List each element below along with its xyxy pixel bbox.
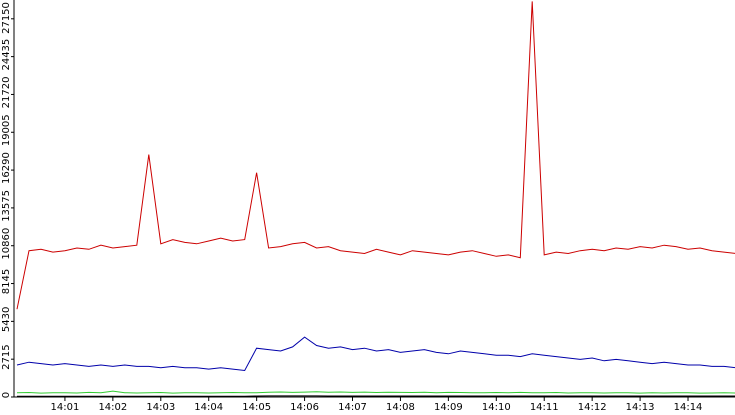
series-line — [16, 336, 735, 372]
x-tick-label: 14:11 — [530, 402, 559, 413]
x-tick-label: 14:08 — [386, 402, 415, 413]
x-tick-label: 14:14 — [674, 402, 703, 413]
y-tick-label: 16290 — [1, 152, 12, 184]
y-tick-label: 27150 — [1, 2, 12, 34]
x-tick-label: 14:03 — [146, 402, 175, 413]
x-tick-label: 14:05 — [242, 402, 271, 413]
x-tick-label: 14:06 — [290, 402, 319, 413]
series-line — [16, 390, 735, 394]
y-tick-label: 8145 — [1, 269, 12, 294]
y-tick-label: 10860 — [1, 228, 12, 260]
x-tick-label: 14:04 — [194, 402, 223, 413]
x-tick-label: 14:07 — [338, 402, 367, 413]
x-tick-label: 14:12 — [578, 402, 607, 413]
x-tick-label: 14:13 — [626, 402, 655, 413]
y-tick-label: 24435 — [1, 39, 12, 71]
x-tick-label: 14:01 — [51, 402, 80, 413]
y-tick-label: 5430 — [1, 307, 12, 332]
y-tick-label: 19005 — [1, 114, 12, 146]
x-tick-label: 14:10 — [482, 402, 511, 413]
y-tick-label: 2715 — [1, 344, 12, 369]
x-tick-label: 14:02 — [98, 402, 127, 413]
series-line — [16, 1, 735, 310]
y-tick-label: 0 — [1, 392, 12, 398]
y-tick-label: 21720 — [1, 77, 12, 109]
y-tick-label: 13575 — [1, 190, 12, 222]
x-tick-label: 14:09 — [434, 402, 463, 413]
